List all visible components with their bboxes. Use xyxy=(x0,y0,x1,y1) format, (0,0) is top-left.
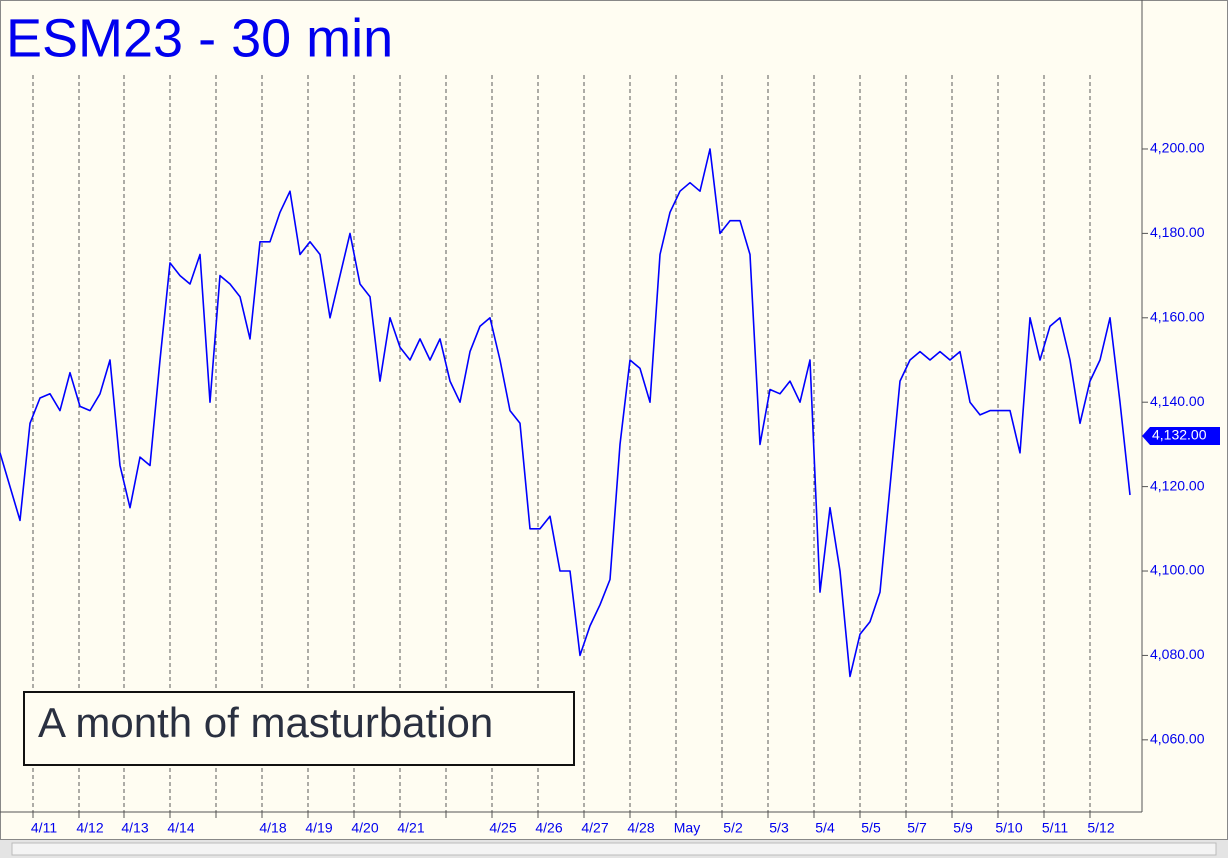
x-tick-label: 5/5 xyxy=(861,820,881,836)
annotation: A month of masturbation xyxy=(38,699,493,746)
y-tick-label: 4,100.00 xyxy=(1150,562,1205,578)
plot xyxy=(0,148,1131,678)
x-tick-label: 5/4 xyxy=(815,820,835,836)
x-tick-label: 5/9 xyxy=(953,820,973,836)
x-tick-label: 4/21 xyxy=(397,820,424,836)
scrollbar-thumb[interactable] xyxy=(11,842,1217,856)
x-tick-label: 4/13 xyxy=(121,820,148,836)
x-tick-label: 5/12 xyxy=(1087,820,1114,836)
last-price-marker xyxy=(1142,426,1220,445)
y-tick-label: 4,080.00 xyxy=(1150,646,1205,662)
last-price-label: 4,132.00 xyxy=(1152,427,1207,443)
x-tick-label: 4/19 xyxy=(305,820,332,836)
x-tick-label: 5/3 xyxy=(769,820,789,836)
x-tick-label: 5/11 xyxy=(1042,820,1068,836)
y-tick-label: 4,200.00 xyxy=(1150,140,1205,156)
y-tick-label: 4,140.00 xyxy=(1150,393,1205,409)
x-tick-label: May xyxy=(674,820,700,836)
x-tick-label: 4/12 xyxy=(76,820,103,836)
x-tick-label: 4/26 xyxy=(535,820,562,836)
x-tick-label: 4/25 xyxy=(489,820,516,836)
x-tick-label: 5/10 xyxy=(995,820,1022,836)
y-tick-label: 4,160.00 xyxy=(1150,308,1205,324)
y-tick-label: 4,120.00 xyxy=(1150,477,1205,493)
x-tick-label: 4/27 xyxy=(581,820,608,836)
x-tick-label: 4/18 xyxy=(259,820,286,836)
x-tick-label: 5/2 xyxy=(723,820,743,836)
chart-title: ESM23 - 30 min xyxy=(6,8,393,68)
x-tick-label: 4/14 xyxy=(167,820,194,836)
x-tick-label: 4/20 xyxy=(351,820,378,836)
x-tick-label: 4/28 xyxy=(627,820,654,836)
price-line xyxy=(0,148,1131,678)
x-tick-label: 5/7 xyxy=(907,820,927,836)
x-tick-label: 4/11 xyxy=(31,820,57,836)
y-tick-label: 4,180.00 xyxy=(1150,224,1205,240)
annotation-box xyxy=(23,691,575,766)
y-tick-label: 4,060.00 xyxy=(1150,731,1205,747)
